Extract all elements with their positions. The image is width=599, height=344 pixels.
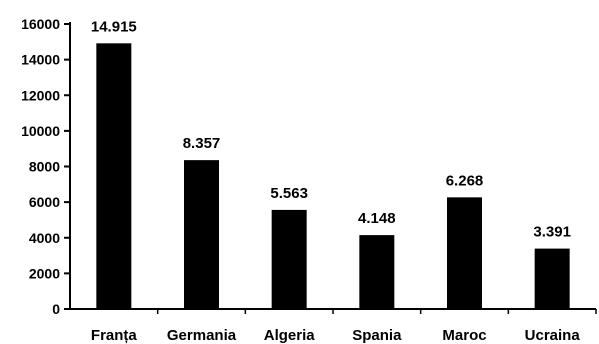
y-tick-label: 12000: [21, 87, 60, 103]
y-tick-label: 14000: [21, 52, 60, 68]
data-labels: 14.915 8.357 5.563 4.148 6.268 3.391: [91, 18, 571, 240]
y-tick-label: 10000: [21, 123, 60, 139]
x-axis-labels: Franța Germania Algeria Spania Maroc Ucraina: [91, 327, 580, 344]
y-tick-label: 0: [52, 301, 60, 317]
x-category-label: Maroc: [442, 327, 486, 344]
bar: [96, 43, 132, 309]
x-category-label: Germania: [167, 327, 237, 344]
chart-axes: [69, 22, 597, 314]
y-axis-ticks: 0 2000 4000 6000 8000 10000 12000 14000 16000: [21, 16, 70, 317]
data-label: 8.357: [183, 135, 221, 152]
x-category-label: Algeria: [264, 327, 316, 344]
chart-bars: [96, 43, 570, 309]
data-label: 5.563: [270, 185, 308, 202]
x-category-label: Franța: [91, 327, 138, 344]
y-tick-label: 2000: [29, 265, 60, 281]
bar: [184, 160, 219, 309]
bar: [534, 248, 570, 309]
bar: [359, 235, 395, 309]
y-tick-label: 16000: [21, 16, 60, 32]
data-label: 4.148: [358, 210, 396, 227]
bar: [447, 197, 482, 309]
data-label: 14.915: [91, 18, 137, 35]
bar: [271, 209, 307, 309]
y-tick-label: 8000: [29, 159, 60, 175]
x-category-label: Ucraina: [525, 327, 581, 344]
data-label: 3.391: [533, 224, 571, 241]
data-label: 6.268: [446, 172, 484, 189]
y-tick-label: 6000: [29, 194, 60, 210]
y-tick-label: 4000: [29, 230, 60, 246]
x-category-label: Spania: [352, 327, 402, 344]
